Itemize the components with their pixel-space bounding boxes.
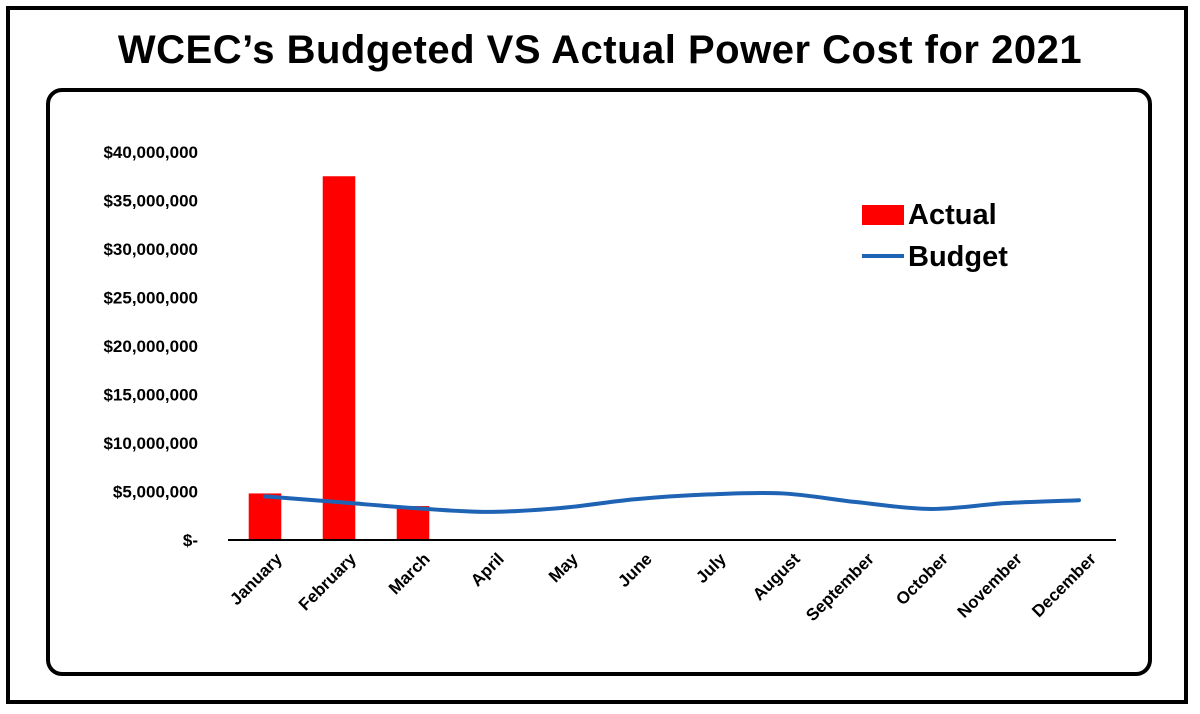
y-tick-label: $5,000,000 (113, 483, 198, 502)
y-tick-label: $40,000,000 (103, 143, 198, 162)
budget-line (263, 490, 1081, 514)
y-tick-label: $15,000,000 (103, 386, 198, 405)
legend-budget-label: Budget (908, 241, 1008, 273)
chart-panel (46, 88, 1152, 676)
x-tick-label-may: May (545, 549, 582, 586)
x-tick-label-april: April (467, 549, 508, 590)
x-tick-label-october: October (892, 549, 952, 609)
legend: Actual Budget (862, 199, 1008, 273)
y-tick-label: $10,000,000 (103, 434, 198, 453)
actual-bars (248, 176, 430, 540)
x-tick-label-november: November (954, 549, 1026, 621)
legend-actual-label: Actual (908, 199, 997, 231)
y-axis: $- $5,000,000 $10,000,000 $15,000,000 $20,00… (103, 143, 198, 550)
x-tick-label-february: February (295, 549, 360, 614)
x-tick-label-march: March (385, 549, 434, 598)
actual-bar-march (396, 506, 430, 540)
x-tick-label-july: July (692, 549, 730, 587)
x-tick-label-january: January (226, 549, 286, 609)
chart-title: WCEC’s Budgeted VS Actual Power Cost for… (117, 28, 1083, 72)
x-axis-labels: January February March April May June July Augu… (226, 549, 1100, 625)
x-tick-label-september: September (802, 549, 878, 625)
y-tick-label: $20,000,000 (103, 337, 198, 356)
actual-bar-february (322, 176, 356, 540)
actual-bar-january (248, 493, 282, 540)
legend-actual-swatch (862, 205, 904, 225)
x-tick-label-june: June (614, 549, 655, 590)
y-tick-label: $35,000,000 (103, 192, 198, 211)
x-tick-label-august: August (749, 549, 804, 604)
x-tick-label-december: December (1028, 549, 1100, 621)
y-tick-label: $25,000,000 (103, 289, 198, 308)
y-tick-label: $- (183, 531, 198, 550)
y-tick-label: $30,000,000 (103, 240, 198, 259)
